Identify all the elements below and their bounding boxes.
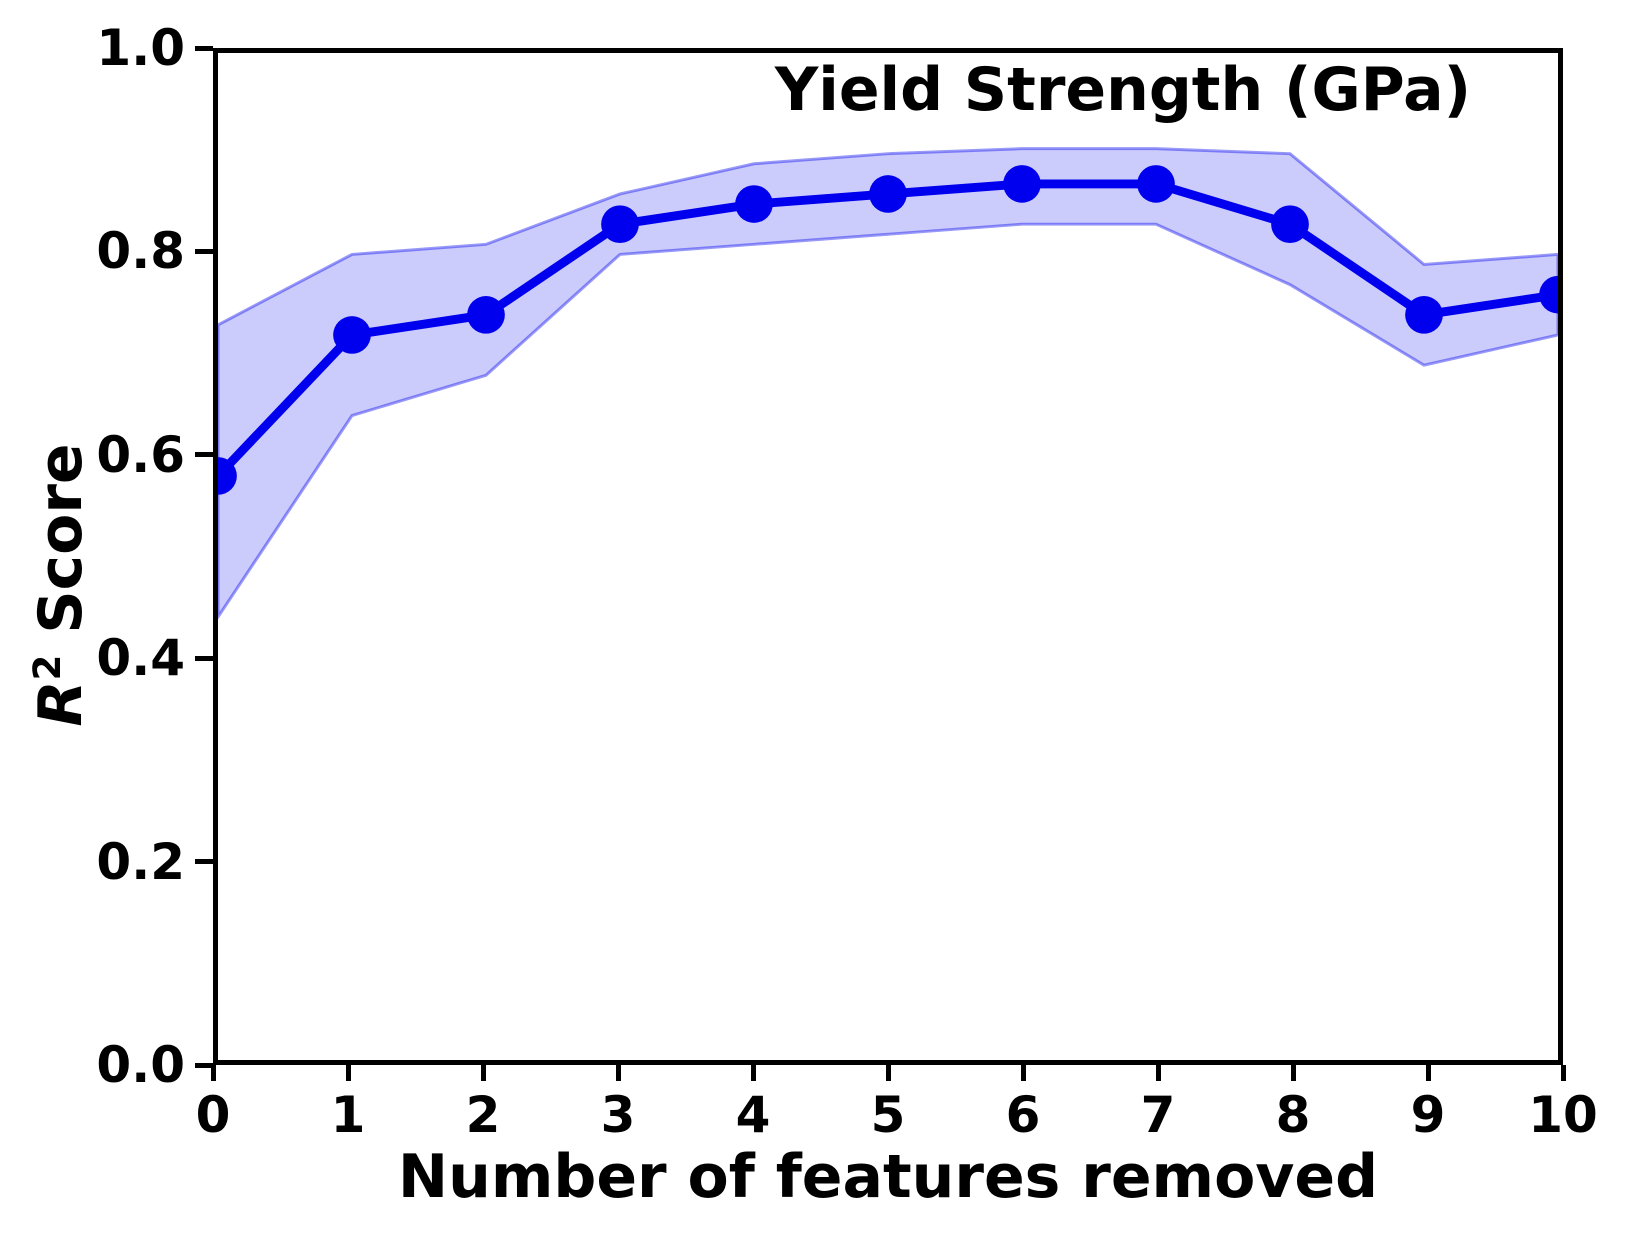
x-tick-mark [345,1065,351,1081]
x-tick-label: 10 [1528,1086,1598,1144]
x-tick-label: 1 [330,1086,366,1144]
x-tick-label: 9 [1410,1086,1446,1144]
y-tick-mark [195,45,213,51]
x-tick-mark [750,1065,756,1081]
x-axis-label: Number of features removed [397,1142,1379,1212]
x-tick-mark [885,1065,891,1081]
data-point-marker [735,185,773,223]
y-tick-mark [195,1062,213,1068]
y-tick-label: 0.4 [96,629,185,688]
y-tick-label: 1.0 [96,19,185,77]
x-tick-mark [480,1065,486,1081]
y-tick-label: 0.2 [96,832,185,891]
data-point-marker [333,316,371,354]
x-tick-label: 2 [465,1086,501,1144]
x-tick-label: 7 [1140,1086,1176,1144]
data-point-marker [218,457,237,495]
x-tick-mark [1425,1065,1431,1081]
x-tick-mark [1020,1065,1026,1081]
y-tick-label: 0.8 [96,222,185,281]
x-tick-label: 4 [735,1086,771,1144]
y-tick-label: 0.0 [96,1036,185,1094]
y-tick-mark [195,859,213,865]
x-tick-mark [1560,1065,1566,1081]
data-point-marker [1003,165,1041,203]
x-tick-mark [615,1065,621,1081]
confidence-band [218,147,1558,620]
data-point-marker [467,296,505,334]
y-tick-label: 0.6 [96,425,185,484]
y-tick-mark [195,452,213,458]
y-label-superscript: 2 [25,654,69,681]
x-tick-label: 5 [870,1086,906,1144]
x-tick-label: 8 [1275,1086,1311,1144]
data-point-marker [1539,275,1558,314]
y-label-text: Score [26,443,96,655]
data-point-marker [1137,165,1175,203]
x-tick-mark [1290,1065,1296,1081]
x-tick-label: 0 [195,1086,231,1144]
data-point-marker [1271,205,1309,244]
data-point-marker [601,205,639,244]
y-tick-mark [195,655,213,661]
plot-area [213,48,1563,1065]
y-axis-label: R2 Score [25,335,96,835]
x-tick-mark [1155,1065,1161,1081]
line-chart [218,147,1558,620]
data-point-marker [869,175,907,213]
x-tick-mark [210,1065,216,1081]
y-tick-mark [195,248,213,254]
data-point-marker [1405,296,1443,334]
y-label-symbol: R [26,680,96,727]
chart-title: Yield Strength (GPa) [774,55,1471,125]
x-tick-label: 3 [600,1086,636,1144]
x-tick-label: 6 [1005,1086,1041,1144]
